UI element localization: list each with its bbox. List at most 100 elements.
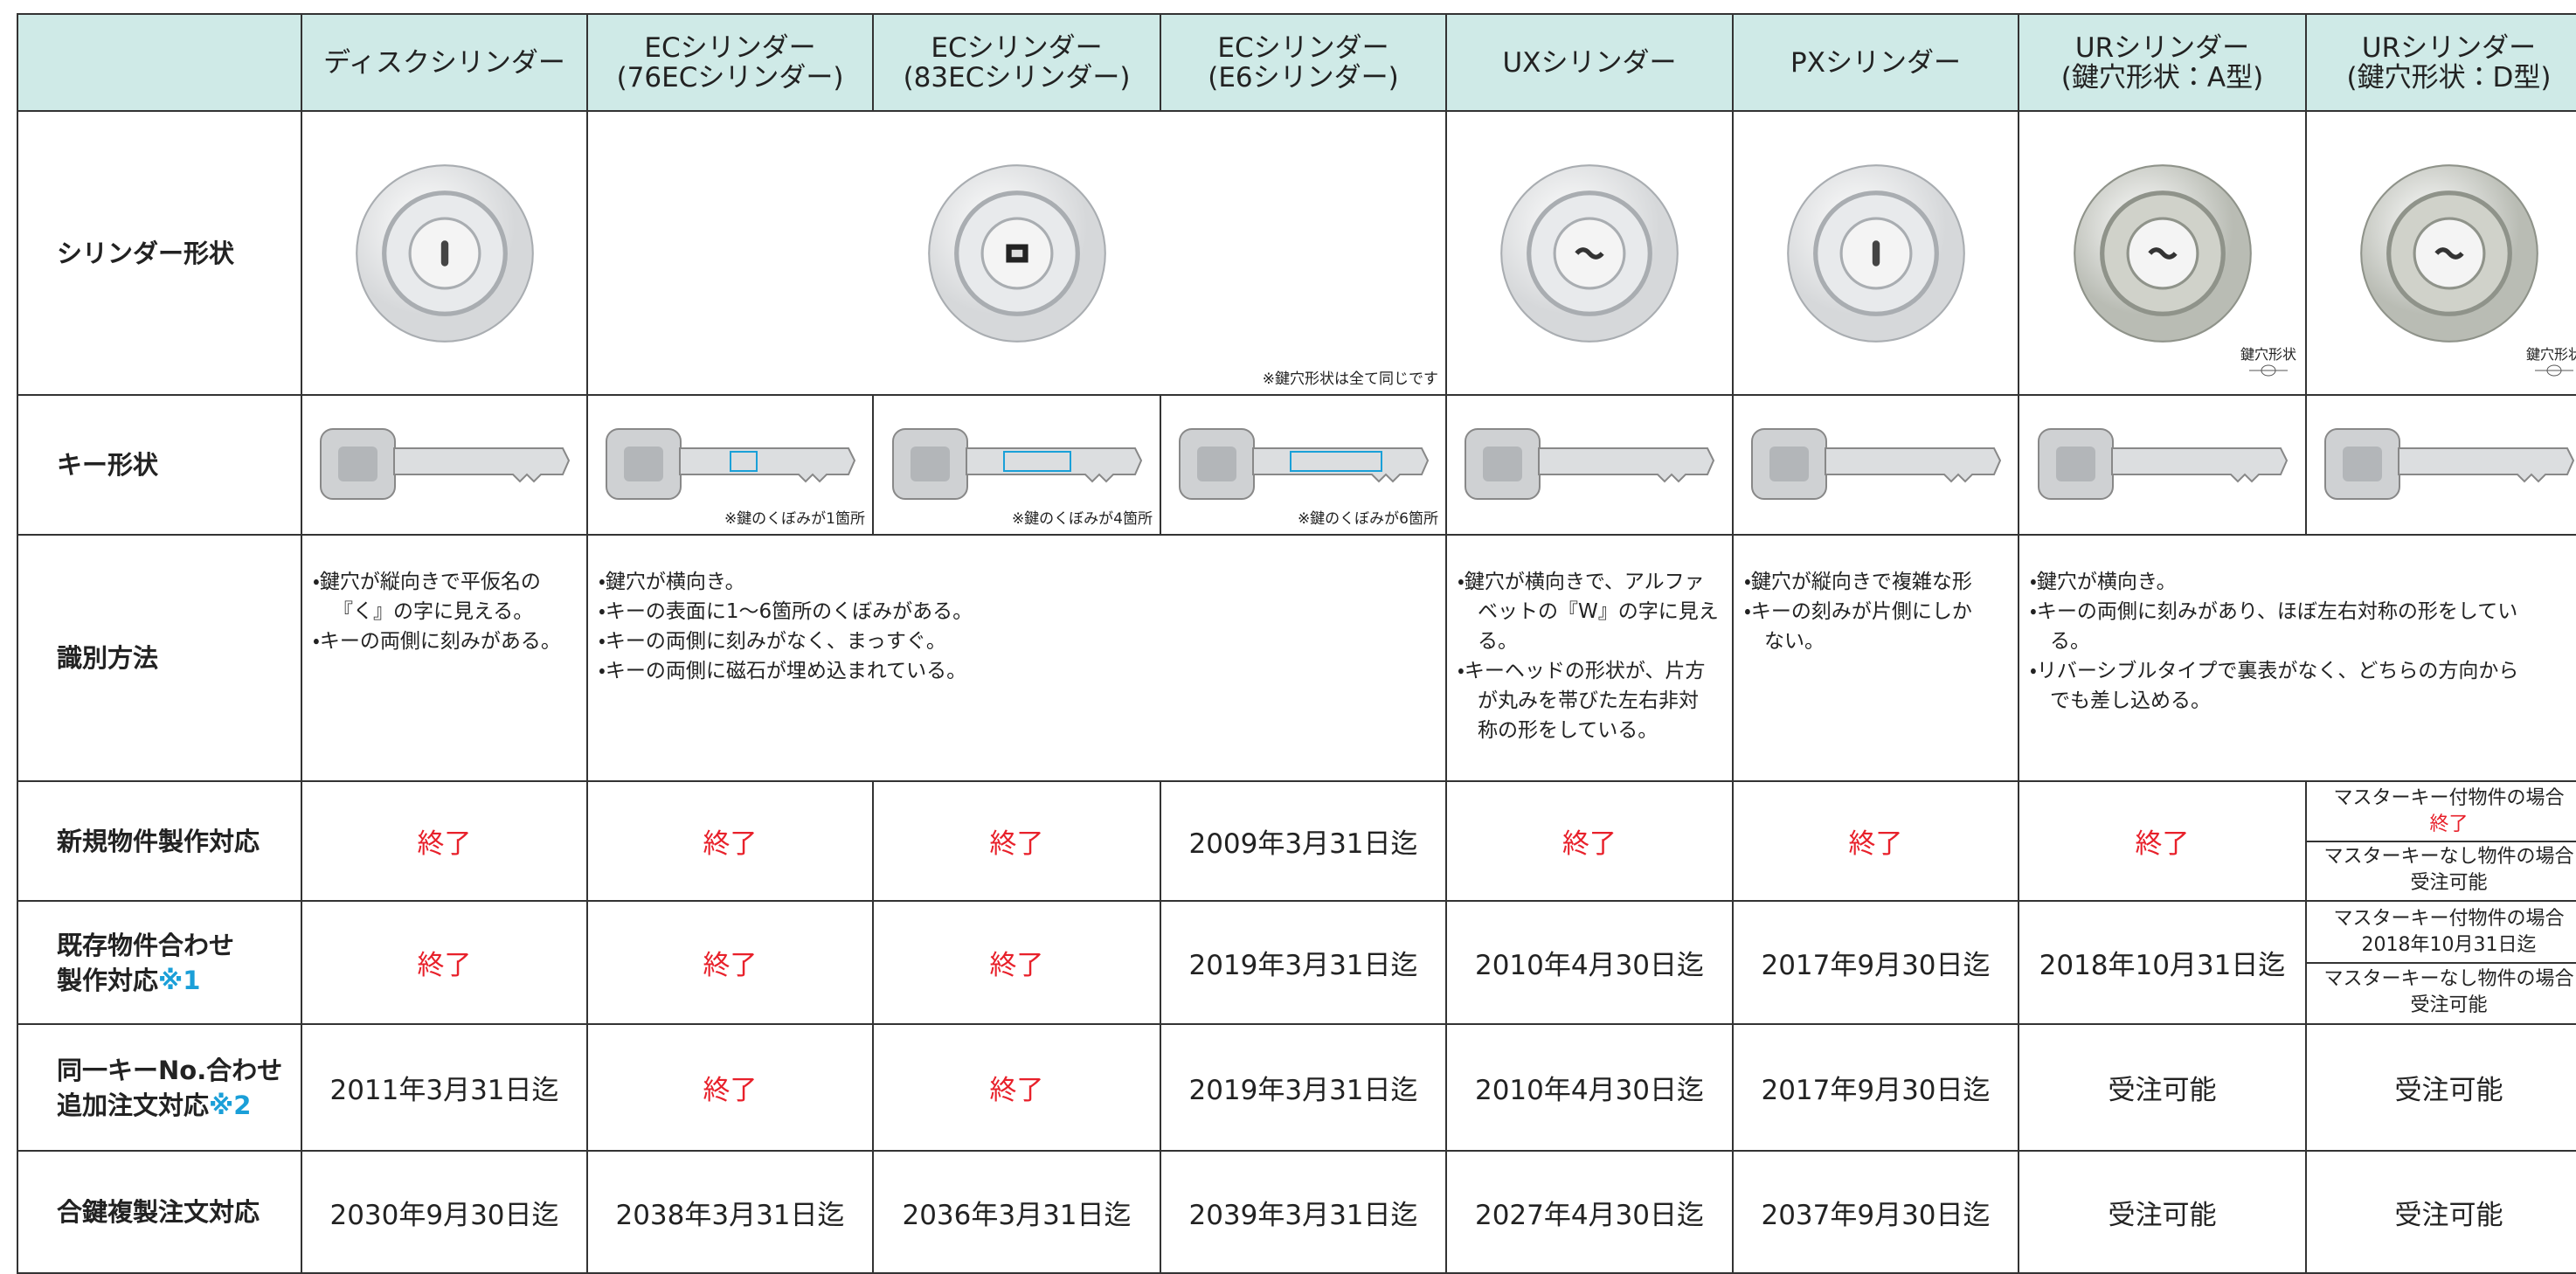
key-note: ※鍵のくぼみが6箇所: [1298, 506, 1438, 528]
split-cell: マスターキー付物件の場合終了マスターキーなし物件の場合受注可能: [2307, 783, 2576, 899]
identify-line: ・リバーシブルタイプで裏表がなく、どちらの方向から: [2030, 656, 2576, 686]
status-cell: 受注可能: [2306, 1024, 2576, 1151]
split-status: 終了: [2307, 812, 2576, 838]
identify-line: る。: [2030, 627, 2576, 656]
shape-box: [302, 113, 586, 393]
key-image: [1173, 417, 1435, 513]
key-cell: [2019, 395, 2306, 535]
shape-cell: 鍵穴形状: [2306, 111, 2576, 395]
status-cell: 受注可能: [2019, 1151, 2306, 1273]
identify-line: ベットの『W』の字に見え: [1458, 597, 1721, 627]
status-cell: 2017年9月30日迄: [1733, 901, 2019, 1024]
keyhole-label: 鍵穴形状: [2526, 343, 2576, 381]
identify-cell: ・鍵穴が横向き。・キーの両側に刻みがあり、ほぼ左右対称の形をしている。・リバーシ…: [2019, 535, 2576, 781]
key-cell: ※鍵のくぼみが1箇所: [587, 395, 873, 535]
row-label: 識別方法: [17, 535, 301, 781]
key-cell: ※鍵のくぼみが4箇所: [873, 395, 1160, 535]
identify-cell: ・鍵穴が縦向きで平仮名の『く』の字に見える。・キーの両側に刻みがある。: [301, 535, 587, 781]
status-text: 終了: [2136, 828, 2190, 860]
column-header: URシリンダー(鍵穴形状：A型): [2019, 14, 2306, 111]
split-condition: マスターキーなし物件の場合: [2307, 844, 2576, 870]
split-status: 受注可能: [2307, 993, 2576, 1019]
status-cell: マスターキー付物件の場合終了マスターキーなし物件の場合受注可能: [2306, 781, 2576, 901]
status-cell: 終了: [301, 781, 587, 901]
identify-cell: ・鍵穴が縦向きで複雑な形・キーの刻みが片側にしかない。: [1733, 535, 2019, 781]
row-label: 合鍵複製注文対応: [17, 1151, 301, 1273]
identify-line: ・鍵穴が横向き。: [2030, 567, 2576, 597]
identify-line: ・鍵穴が縦向きで平仮名の: [313, 567, 576, 597]
keyhole-text: 鍵穴形状: [2526, 343, 2576, 364]
identify-line: ・キーの刻みが片側にしか: [1744, 597, 2007, 627]
header-line: URシリンダー: [2307, 33, 2576, 63]
cylinder-image: [925, 162, 1109, 345]
label-line: 追加注文対応※2: [57, 1088, 301, 1123]
status-cell: 2037年9月30日迄: [1733, 1151, 2019, 1273]
status-cell: 2036年3月31日迄: [873, 1151, 1160, 1273]
key-cell: [301, 395, 587, 535]
status-cell: 2009年3月31日迄: [1160, 781, 1446, 901]
status-cell: 2018年10月31日迄: [2019, 901, 2306, 1024]
column-header: ECシリンダー(E6シリンダー): [1160, 14, 1446, 111]
key-box: ※鍵のくぼみが6箇所: [1161, 397, 1445, 533]
column-header: UXシリンダー: [1446, 14, 1733, 111]
identify-line: 称の形をしている。: [1458, 716, 1721, 745]
header-line: (鍵穴形状：A型): [2019, 63, 2305, 93]
keyhole-icon: [2249, 364, 2288, 377]
label-line: 製作対応※1: [57, 963, 301, 998]
shape-cell: [1733, 111, 2019, 395]
table-row: 識別方法・鍵穴が縦向きで平仮名の『く』の字に見える。・キーの両側に刻みがある。・…: [17, 535, 2576, 781]
shape-box: 鍵穴形状: [2307, 113, 2576, 393]
column-header: ECシリンダー(83ECシリンダー): [873, 14, 1160, 111]
cylinder-image: [1784, 162, 1968, 345]
header-line: ECシリンダー: [874, 33, 1160, 63]
identify-line: ・キーの表面に1〜6箇所のくぼみがある。: [599, 597, 1435, 627]
key-image: [2318, 417, 2576, 513]
table-row: キー形状 ※鍵のくぼみが1箇所 ※鍵のくぼみが4箇所 ※鍵のくぼみが6箇所: [17, 395, 2576, 535]
header-line: (76ECシリンダー): [588, 63, 872, 93]
status-cell: 2010年4月30日迄: [1446, 1024, 1733, 1151]
corner-cell: [17, 14, 301, 111]
identify-line: ・キーの両側に磁石が埋め込まれている。: [599, 656, 1435, 686]
column-header: PXシリンダー: [1733, 14, 2019, 111]
header-line: ECシリンダー: [1161, 33, 1445, 63]
label-line: 合鍵複製注文対応: [57, 1194, 301, 1229]
status-text: 終了: [1849, 828, 1903, 860]
cylinder-image: [1498, 162, 1681, 345]
key-box: ※鍵のくぼみが1箇所: [588, 397, 872, 533]
table-row: シリンダー形状 ※鍵穴形状は全て同じです 鍵穴形状 鍵穴形状: [17, 111, 2576, 395]
row-label: 既存物件合わせ製作対応※1: [17, 901, 301, 1024]
keyhole-icon: [2535, 364, 2573, 377]
key-image: [1458, 417, 1721, 513]
status-cell: 終了: [873, 901, 1160, 1024]
key-cell: [1446, 395, 1733, 535]
split-status: 2018年10月31日迄: [2307, 932, 2576, 959]
status-cell: 2010年4月30日迄: [1446, 901, 1733, 1024]
status-cell: 終了: [587, 901, 873, 1024]
shape-note: ※鍵穴形状は全て同じです: [1263, 366, 1438, 388]
key-image: [886, 417, 1148, 513]
identify-line: が丸みを帯びた左右非対: [1458, 686, 1721, 716]
shape-box: [1447, 113, 1732, 393]
header-line: (鍵穴形状：D型): [2307, 63, 2576, 93]
status-text: 終了: [703, 1075, 758, 1106]
status-cell: 終了: [873, 781, 1160, 901]
row-label: 新規物件製作対応: [17, 781, 301, 901]
identify-line: でも差し込める。: [2030, 686, 2576, 716]
key-box: [302, 397, 586, 533]
identify-line: ・キーの両側に刻みがなく、まっすぐ。: [599, 627, 1435, 656]
row-label: 同一キーNo.合わせ追加注文対応※2: [17, 1024, 301, 1151]
status-text: 終了: [1562, 828, 1617, 860]
status-text: 終了: [418, 828, 472, 860]
keyhole-label: 鍵穴形状: [2240, 343, 2296, 381]
key-cell: [2306, 395, 2576, 535]
split-part: マスターキーなし物件の場合受注可能: [2307, 841, 2576, 900]
cylinder-image: [2071, 162, 2254, 345]
shape-box: 鍵穴形状: [2019, 113, 2305, 393]
status-text: 終了: [990, 1075, 1044, 1106]
status-text: 終了: [418, 950, 472, 981]
